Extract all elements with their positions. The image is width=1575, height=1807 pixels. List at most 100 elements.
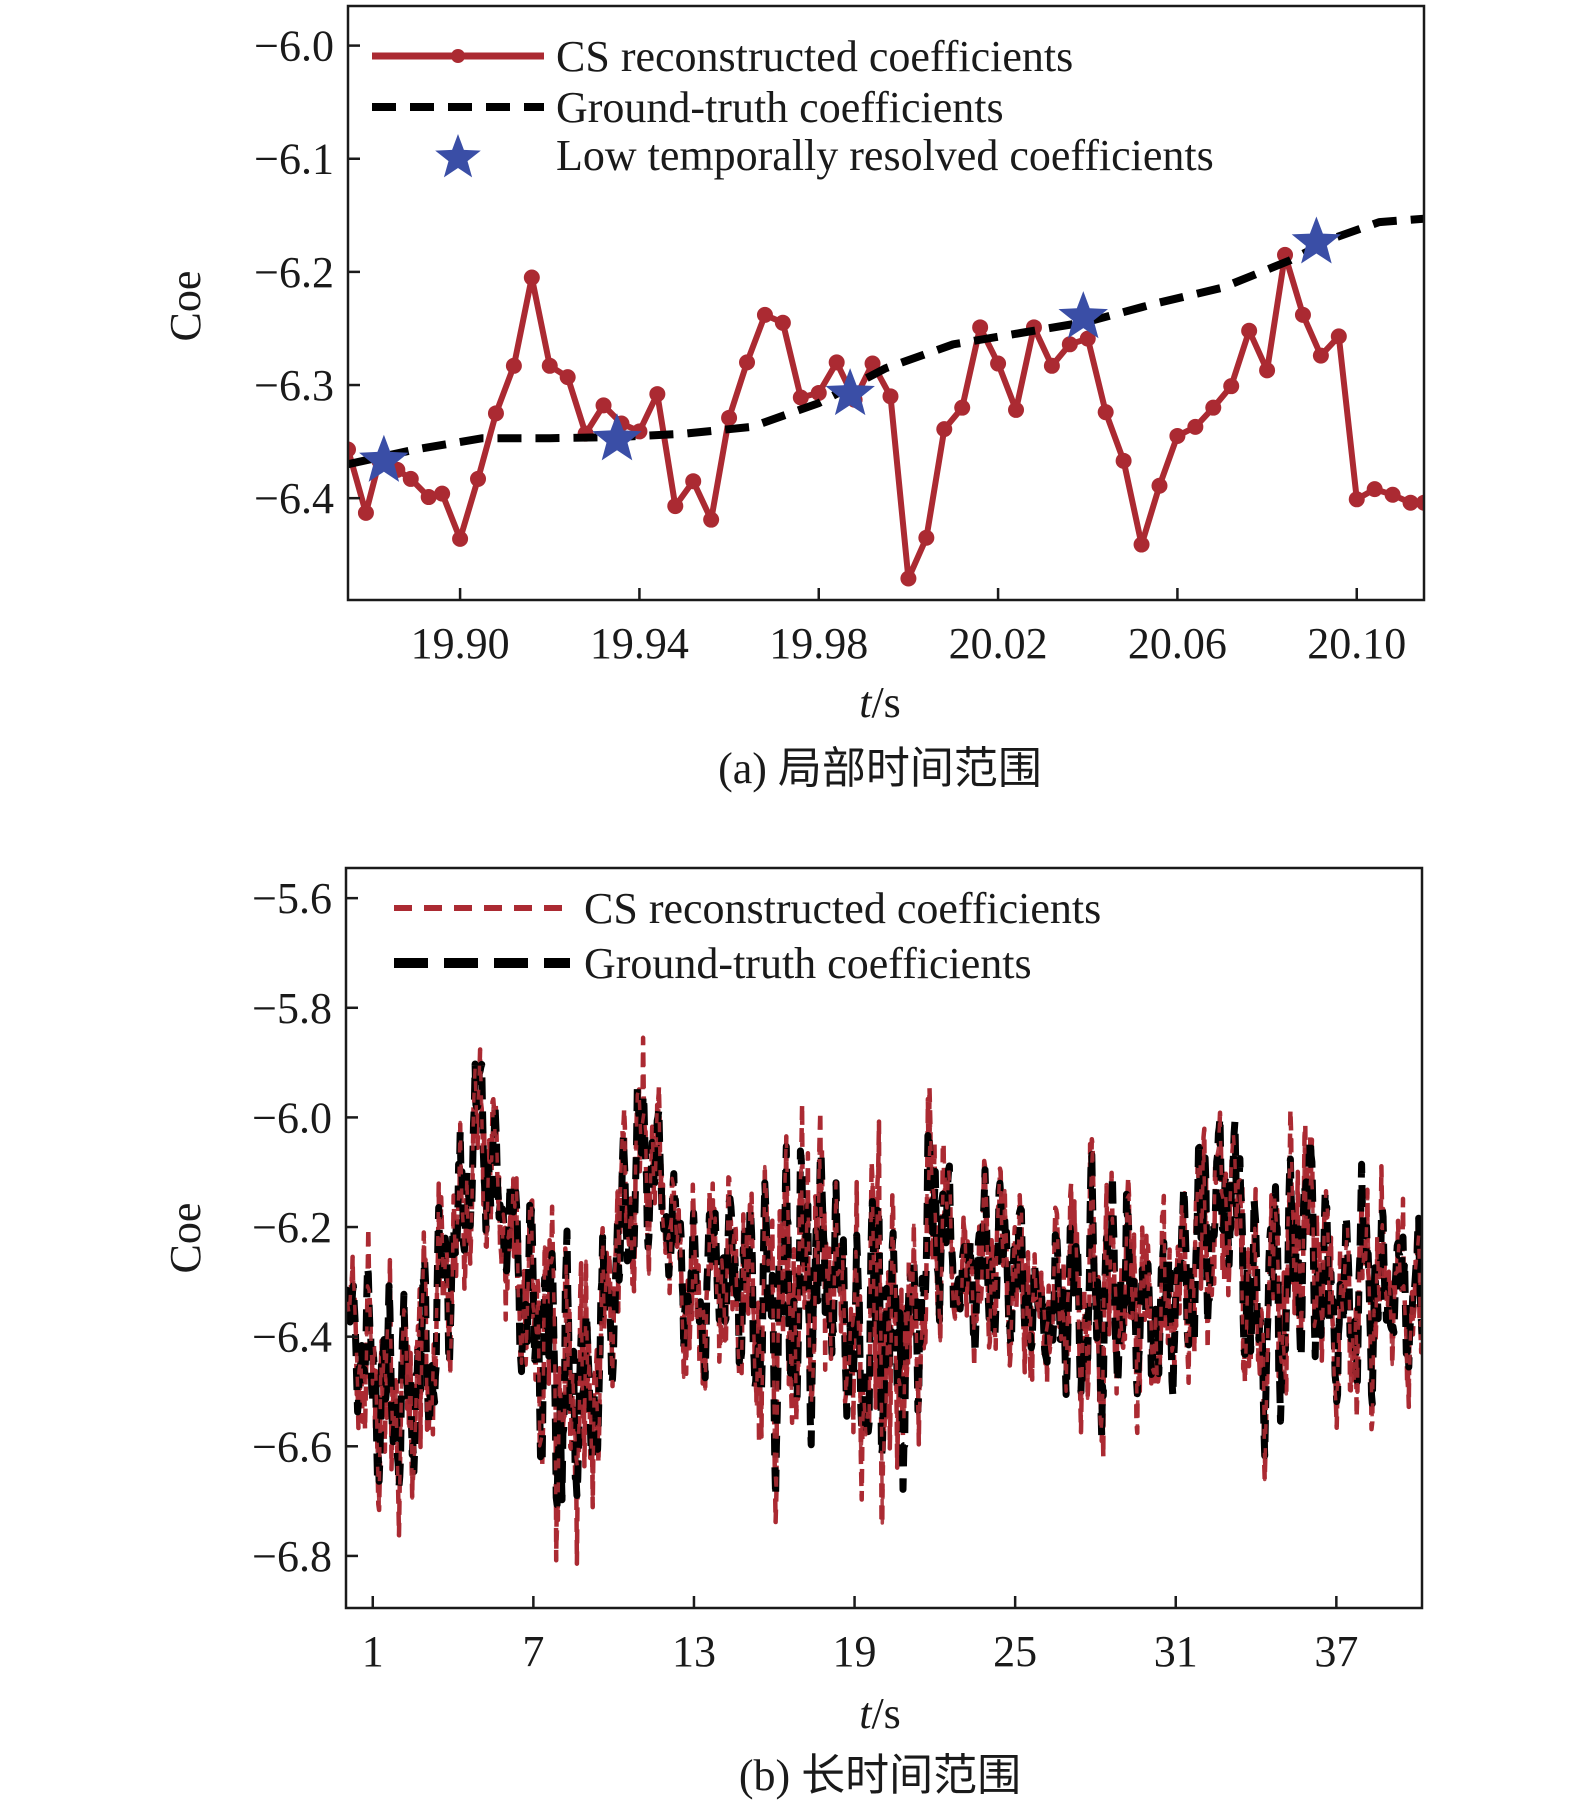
panel-b-caption: (b) 长时间范围 bbox=[739, 1751, 1021, 1800]
chart0-ytick-label: −6.4 bbox=[254, 474, 334, 523]
panel-b-xlabel: t/s bbox=[859, 1689, 901, 1738]
series-cs-point bbox=[1187, 418, 1204, 435]
series-cs-point bbox=[595, 397, 612, 414]
series-cs-point bbox=[420, 489, 437, 506]
series-cs-point bbox=[685, 473, 702, 490]
series-cs-point bbox=[559, 369, 576, 386]
series-cs-point bbox=[348, 441, 356, 458]
series-cs-point bbox=[1259, 362, 1276, 379]
panel-a-frame bbox=[346, 4, 1426, 602]
chart0-xtick-label: 19.90 bbox=[411, 619, 510, 668]
chart0-ytick-label: −6.1 bbox=[254, 135, 334, 184]
series-cs-point bbox=[1241, 322, 1258, 339]
series-ground-truth-line bbox=[348, 214, 1424, 469]
legend-truth-label: Ground-truth coefficients bbox=[556, 83, 1004, 132]
series-cs-point bbox=[1348, 491, 1365, 508]
series-cs-point bbox=[774, 314, 791, 331]
series-cs-point bbox=[1294, 306, 1311, 323]
series-lowres-star bbox=[359, 434, 409, 482]
panel-b-frame bbox=[344, 866, 1424, 1610]
series-b-cs-reconstructed-line bbox=[346, 1035, 1422, 1566]
chart0-xtick-label: 20.10 bbox=[1307, 619, 1406, 668]
chart1-ytick-label: −6.2 bbox=[252, 1203, 332, 1252]
panel-b-long-range: 1 7 13 19 25 31 37 −5.6 −5.8 −6.0 −6.2 −6.4 −6.6 −6.8… bbox=[161, 866, 1424, 1800]
panel-a-xlabel-unit: /s bbox=[871, 678, 900, 727]
series-lowres-star bbox=[592, 413, 642, 461]
series-cs-point bbox=[1061, 336, 1078, 353]
series-cs-point bbox=[1330, 328, 1347, 345]
series-cs-point bbox=[828, 354, 845, 371]
series-cs-point bbox=[990, 355, 1007, 372]
series-cs-point bbox=[739, 354, 756, 371]
chart1-ytick-label: −6.0 bbox=[252, 1093, 332, 1142]
series-cs-point bbox=[649, 386, 666, 403]
chart0-xtick-label: 20.02 bbox=[949, 619, 1048, 668]
series-cs-point bbox=[667, 498, 684, 515]
panel-b-plot-series bbox=[346, 1035, 1422, 1566]
series-lowres-star bbox=[825, 368, 875, 416]
panel-a-axis-ticks: 19.90 19.94 19.98 20.02 20.06 20.10 −6.0 −6.1 −6… bbox=[254, 22, 1406, 668]
series-cs-point bbox=[1205, 399, 1222, 416]
panel-a-local-range: 19.90 19.94 19.98 20.02 20.06 20.10 −6.0 −6.1 −6… bbox=[161, 4, 1426, 793]
series-cs-point bbox=[918, 529, 935, 546]
series-cs-point bbox=[703, 511, 720, 528]
series-cs-point bbox=[1366, 481, 1383, 498]
series-cs-point bbox=[402, 470, 419, 487]
series-cs-point bbox=[1008, 401, 1025, 418]
series-cs-point bbox=[1416, 494, 1424, 511]
series-cs-point bbox=[792, 389, 809, 406]
series-cs-point bbox=[721, 409, 738, 426]
panel-b-legend-background bbox=[380, 878, 1400, 996]
series-cs-point bbox=[1115, 452, 1132, 469]
chart0-xtick-label: 19.98 bbox=[769, 619, 868, 668]
series-cs-point bbox=[1151, 477, 1168, 494]
chart1-ytick-label: −6.6 bbox=[252, 1422, 332, 1471]
chart1-ytick-label: −5.6 bbox=[252, 874, 332, 923]
panel-b-xlabel-unit: /s bbox=[871, 1689, 900, 1738]
series-cs-point bbox=[1079, 330, 1096, 347]
series-cs-point bbox=[972, 319, 989, 336]
chart1-ytick-label: −5.8 bbox=[252, 984, 332, 1033]
panel-a-xlabel-var: t bbox=[859, 678, 873, 727]
panel-a-xlabel: t/s bbox=[859, 678, 901, 727]
series-cs-point bbox=[1402, 494, 1419, 511]
legend-cs-marker bbox=[451, 49, 465, 63]
chart0-ytick-label: −6.2 bbox=[254, 248, 334, 297]
series-cs-point bbox=[936, 421, 953, 438]
series-cs-point bbox=[470, 470, 487, 487]
series-cs-point bbox=[1097, 404, 1114, 421]
chart0-xtick-label: 20.06 bbox=[1128, 619, 1227, 668]
legend-cs-label: CS reconstructed coefficients bbox=[556, 32, 1073, 81]
chart1-xtick-label: 7 bbox=[522, 1627, 544, 1676]
legend-b-cs-label: CS reconstructed coefficients bbox=[584, 884, 1101, 933]
panel-a-ylabel: Coe bbox=[161, 271, 210, 342]
series-b-ground-truth-line bbox=[346, 1060, 1422, 1509]
chart0-ytick-label: −6.0 bbox=[254, 22, 334, 71]
series-cs-point bbox=[541, 357, 558, 374]
series-cs-point bbox=[900, 570, 917, 587]
series-cs-point bbox=[1312, 347, 1329, 364]
chart1-xtick-label: 31 bbox=[1154, 1627, 1198, 1676]
panel-b-xlabel-var: t bbox=[859, 1689, 873, 1738]
series-cs-point bbox=[1223, 378, 1240, 395]
panel-b-legend: CS reconstructed coefficients Ground-tru… bbox=[380, 878, 1400, 996]
series-cs-point bbox=[505, 357, 522, 374]
panel-a-plot-series bbox=[348, 214, 1424, 587]
chart1-xtick-label: 1 bbox=[362, 1627, 384, 1676]
series-cs-point bbox=[756, 306, 773, 323]
series-lowres-star bbox=[1291, 216, 1342, 264]
series-cs-point bbox=[487, 405, 504, 422]
chart1-ytick-label: −6.8 bbox=[252, 1532, 332, 1581]
panel-b-ylabel: Coe bbox=[161, 1203, 210, 1274]
legend-star-marker bbox=[435, 134, 481, 178]
legend-b-truth-label: Ground-truth coefficients bbox=[584, 939, 1032, 988]
series-cs-point bbox=[1169, 427, 1186, 444]
series-cs-point bbox=[357, 504, 374, 521]
chart0-ytick-label: −6.3 bbox=[254, 361, 334, 410]
series-cs-point bbox=[434, 485, 451, 502]
series-cs-point bbox=[523, 269, 540, 286]
chart1-xtick-label: 13 bbox=[672, 1627, 716, 1676]
series-cs-point bbox=[452, 530, 469, 547]
series-cs-point bbox=[810, 384, 827, 401]
